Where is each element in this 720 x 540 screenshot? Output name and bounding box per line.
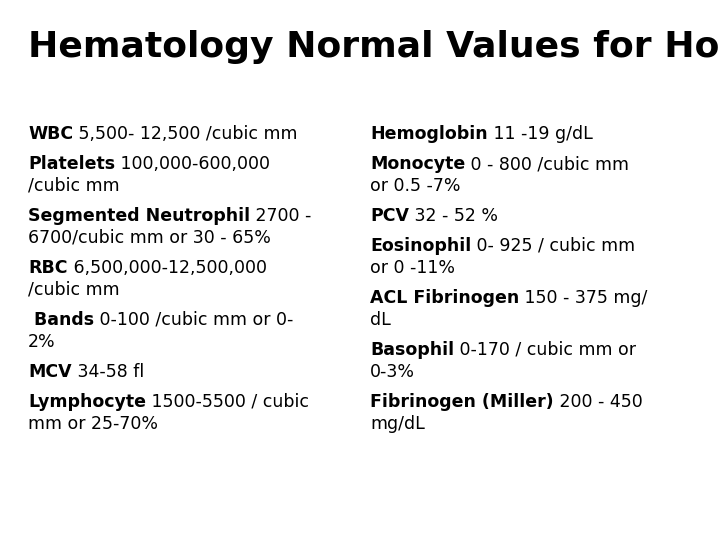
Text: ACL Fibrinogen: ACL Fibrinogen	[370, 289, 519, 307]
Text: dL: dL	[370, 311, 391, 329]
Text: 6,500,000-12,500,000: 6,500,000-12,500,000	[68, 259, 266, 277]
Text: Basophil: Basophil	[370, 341, 454, 359]
Text: WBC: WBC	[28, 125, 73, 143]
Text: 11 -19 g/dL: 11 -19 g/dL	[487, 125, 593, 143]
Text: 150 - 375 mg/: 150 - 375 mg/	[519, 289, 647, 307]
Text: Platelets: Platelets	[28, 155, 115, 173]
Text: Monocyte: Monocyte	[370, 155, 465, 173]
Text: Hemoglobin: Hemoglobin	[370, 125, 487, 143]
Text: 0-100 /cubic mm or 0-: 0-100 /cubic mm or 0-	[94, 311, 294, 329]
Text: 32 - 52 %: 32 - 52 %	[409, 207, 498, 225]
Text: mm or 25-70%: mm or 25-70%	[28, 415, 158, 433]
Text: 5,500- 12,500 /cubic mm: 5,500- 12,500 /cubic mm	[73, 125, 297, 143]
Text: MCV: MCV	[28, 363, 71, 381]
Text: 0-170 / cubic mm or: 0-170 / cubic mm or	[454, 341, 636, 359]
Text: 0 - 800 /cubic mm: 0 - 800 /cubic mm	[465, 155, 629, 173]
Text: /cubic mm: /cubic mm	[28, 177, 120, 195]
Text: 1500-5500 / cubic: 1500-5500 / cubic	[146, 393, 309, 411]
Text: /cubic mm: /cubic mm	[28, 281, 120, 299]
Text: Bands: Bands	[28, 311, 94, 329]
Text: 0- 925 / cubic mm: 0- 925 / cubic mm	[472, 237, 635, 255]
Text: Lymphocyte: Lymphocyte	[28, 393, 146, 411]
Text: 2%: 2%	[28, 333, 55, 351]
Text: Eosinophil: Eosinophil	[370, 237, 472, 255]
Text: mg/dL: mg/dL	[370, 415, 425, 433]
Text: 6700/cubic mm or 30 - 65%: 6700/cubic mm or 30 - 65%	[28, 229, 271, 247]
Text: Hematology Normal Values for Horses: Hematology Normal Values for Horses	[28, 30, 720, 64]
Text: PCV: PCV	[370, 207, 409, 225]
Text: 34-58 fl: 34-58 fl	[71, 363, 144, 381]
Text: Fibrinogen (Miller): Fibrinogen (Miller)	[370, 393, 554, 411]
Text: 200 - 450: 200 - 450	[554, 393, 642, 411]
Text: 0-3%: 0-3%	[370, 363, 415, 381]
Text: 2700 -: 2700 -	[250, 207, 312, 225]
Text: or 0.5 -7%: or 0.5 -7%	[370, 177, 461, 195]
Text: Segmented Neutrophil: Segmented Neutrophil	[28, 207, 250, 225]
Text: RBC: RBC	[28, 259, 68, 277]
Text: 100,000-600,000: 100,000-600,000	[115, 155, 270, 173]
Text: or 0 -11%: or 0 -11%	[370, 259, 455, 277]
